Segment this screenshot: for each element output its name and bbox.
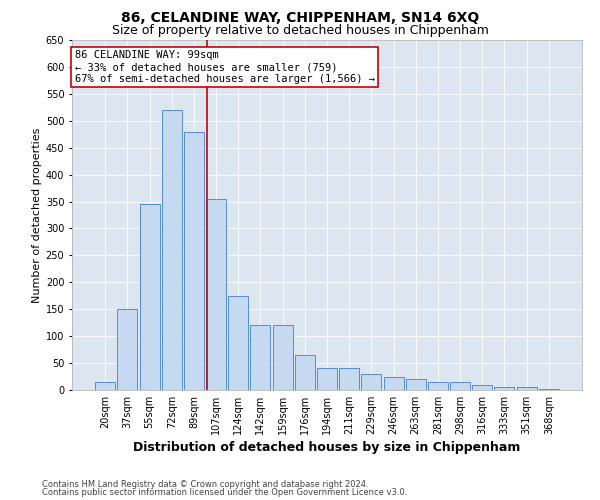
Bar bbox=[339, 368, 359, 390]
Bar bbox=[162, 110, 182, 390]
Bar bbox=[250, 326, 271, 390]
Bar bbox=[472, 384, 492, 390]
Text: Size of property relative to detached houses in Chippenham: Size of property relative to detached ho… bbox=[112, 24, 488, 37]
Bar bbox=[494, 388, 514, 390]
Bar bbox=[118, 309, 137, 390]
Text: 86, CELANDINE WAY, CHIPPENHAM, SN14 6XQ: 86, CELANDINE WAY, CHIPPENHAM, SN14 6XQ bbox=[121, 11, 479, 25]
Bar bbox=[406, 379, 426, 390]
Bar bbox=[295, 355, 315, 390]
Y-axis label: Number of detached properties: Number of detached properties bbox=[32, 128, 41, 302]
Text: Contains HM Land Registry data © Crown copyright and database right 2024.: Contains HM Land Registry data © Crown c… bbox=[42, 480, 368, 489]
Bar bbox=[517, 388, 536, 390]
Bar bbox=[228, 296, 248, 390]
Bar bbox=[317, 368, 337, 390]
Text: 86 CELANDINE WAY: 99sqm
← 33% of detached houses are smaller (759)
67% of semi-d: 86 CELANDINE WAY: 99sqm ← 33% of detache… bbox=[74, 50, 374, 84]
Bar bbox=[206, 199, 226, 390]
Bar bbox=[539, 389, 559, 390]
Text: Contains public sector information licensed under the Open Government Licence v3: Contains public sector information licen… bbox=[42, 488, 407, 497]
Bar bbox=[361, 374, 382, 390]
Bar bbox=[184, 132, 204, 390]
Bar bbox=[450, 382, 470, 390]
Bar bbox=[95, 382, 115, 390]
Bar bbox=[383, 376, 404, 390]
Bar bbox=[140, 204, 160, 390]
Bar bbox=[428, 382, 448, 390]
Bar bbox=[272, 326, 293, 390]
X-axis label: Distribution of detached houses by size in Chippenham: Distribution of detached houses by size … bbox=[133, 441, 521, 454]
